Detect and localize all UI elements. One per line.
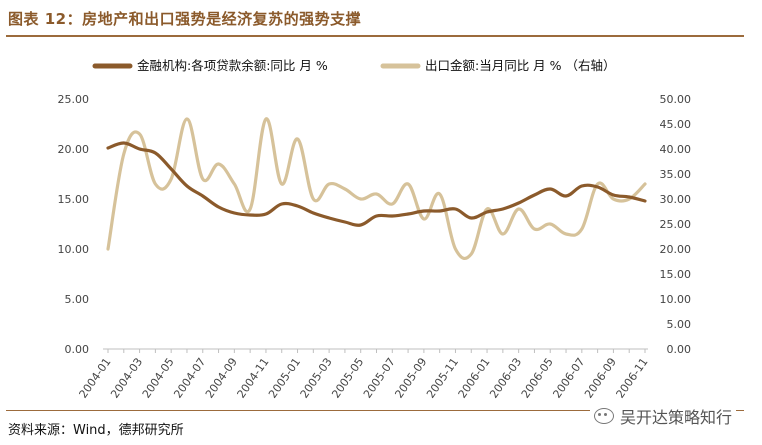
x-axis-labels: 2004-012004-032004-052004-072004-092004-… (77, 355, 651, 400)
wechat-icon (594, 408, 614, 424)
legend-label-series1: 金融机构:各项贷款余额:同比 月 % (137, 58, 328, 73)
y-left-tick-label: 20.00 (58, 143, 90, 156)
y-left-tick-label: 10.00 (58, 243, 90, 256)
watermark-text: 吴开达策略知行 (620, 408, 733, 427)
y-left-tick-label: 5.00 (65, 293, 90, 306)
y-right-tick-label: 50.00 (660, 93, 692, 106)
y-right-tick-label: 0.00 (667, 343, 692, 356)
chart-legend: 金融机构:各项贷款余额:同比 月 % 出口金额:当月同比 月 % （右轴） (92, 58, 616, 73)
x-axis-ticks (107, 349, 646, 353)
y-left-tick-label: 0.00 (65, 343, 90, 356)
legend-label-series2: 出口金额:当月同比 月 % （右轴） (425, 58, 616, 73)
y-right-tick-label: 20.00 (660, 243, 692, 256)
footer-divider (6, 410, 744, 411)
series-lines (106, 117, 647, 261)
series-line-export-yoy (106, 117, 647, 261)
watermark: 吴开达策略知行 (590, 404, 737, 428)
source-note: 资料来源：Wind，德邦研究所 (8, 423, 184, 438)
series-line-loan-yoy (106, 141, 647, 227)
y-right-tick-label: 40.00 (660, 143, 692, 156)
y-right-tick-label: 35.00 (660, 168, 692, 181)
y-right-tick-label: 5.00 (667, 318, 692, 331)
y-right-tick-label: 25.00 (660, 218, 692, 231)
y-right-tick-label: 15.00 (660, 268, 692, 281)
y-right-tick-label: 10.00 (660, 293, 692, 306)
chart-title: 图表 12：房地产和出口强势是经济复苏的强势支撑 (8, 10, 362, 28)
title-divider (6, 35, 744, 37)
y-right-tick-label: 30.00 (660, 193, 692, 206)
y-left-tick-label: 25.00 (58, 93, 90, 106)
x-tick-label: 2006-11 (614, 355, 651, 400)
y-left-tick-label: 15.00 (58, 193, 90, 206)
y-right-tick-label: 45.00 (660, 118, 692, 131)
y-axis-left: 0.00 5.00 10.00 15.00 20.00 25.00 (58, 93, 90, 356)
y-axis-right: 0.00 5.00 10.00 15.00 20.00 25.00 30.00 35.00 40… (660, 93, 692, 356)
